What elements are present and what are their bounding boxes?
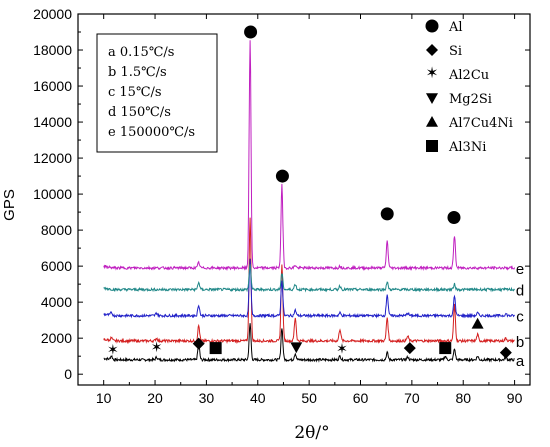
y-tick-label: 16000	[33, 78, 72, 94]
plot-border	[77, 13, 531, 386]
phase-marker-square	[439, 342, 452, 355]
series-line-a	[103, 323, 515, 363]
cooling-legend-entry-c: c 15℃/s	[108, 85, 162, 100]
phase-legend-label: Si	[449, 44, 462, 59]
plot-frame	[77, 13, 531, 386]
series-line-c	[103, 258, 515, 319]
phase-marker-square	[209, 342, 222, 355]
series-label-e: e	[516, 261, 524, 278]
phase-legend-label: Mg2Si	[449, 92, 492, 107]
series-line-b	[103, 217, 515, 345]
cooling-legend-box	[96, 33, 218, 153]
phase-legend-label: Al2Cu	[448, 68, 489, 83]
cooling-legend-entry-d: d 150℃/s	[108, 105, 171, 120]
cooling-legend-entry-a: a 0.15℃/s	[108, 45, 174, 60]
phase-markers: ✶ ✶ ✶	[107, 25, 512, 359]
phase-marker-circle	[244, 25, 258, 39]
phase-legend-triangle-down-icon	[426, 93, 438, 104]
y-tick-label: 6000	[41, 258, 72, 274]
y-axis-title: GPS	[1, 189, 18, 221]
phase-marker-diamond	[403, 342, 416, 355]
series-lines	[103, 40, 516, 363]
phase-marker-circle	[275, 169, 289, 183]
y-tick-label: 4000	[41, 294, 72, 310]
phase-legend-star-icon: ✶	[425, 64, 438, 82]
phase-legend-label: Al3Ni	[448, 140, 486, 155]
phase-marker-circle	[447, 211, 461, 225]
phase-marker-triangle-down	[290, 342, 303, 354]
phase-marker-diamond	[499, 346, 512, 359]
phase-legend-triangle-up-icon	[426, 116, 438, 127]
series-label-c: c	[516, 309, 524, 326]
series-label-b: b	[516, 334, 524, 351]
x-tick-label: 20	[147, 390, 163, 406]
x-axis-ticks: 10 20 30 40 50 60 70 80 90	[96, 14, 523, 406]
y-tick-label: 8000	[41, 222, 72, 238]
phase-marker-triangle-up	[471, 317, 484, 329]
x-tick-label: 90	[507, 390, 523, 406]
cooling-legend-entry-b: b 1.5℃/s	[108, 65, 167, 80]
y-tick-label: 18000	[33, 42, 72, 58]
x-tick-label: 30	[199, 390, 215, 406]
phase-marker-star: ✶	[336, 342, 348, 358]
phase-legend-circle-icon	[425, 19, 439, 33]
phase-marker-star: ✶	[151, 340, 163, 356]
x-tick-label: 70	[404, 390, 420, 406]
cooling-legend-entry-e: e 150000℃/s	[108, 125, 195, 140]
phase-marker-circle	[380, 207, 394, 221]
x-tick-label: 60	[353, 390, 369, 406]
y-tick-label: 0	[64, 366, 72, 382]
phase-legend: Al Si ✶ Al2Cu Mg2Si Al7Cu4Ni Al3Ni	[425, 19, 513, 155]
y-tick-label: 12000	[33, 150, 72, 166]
y-tick-label: 14000	[33, 114, 72, 130]
series-label-a: a	[516, 353, 525, 370]
x-axis-title: 2θ/°	[294, 423, 329, 443]
series-label-d: d	[516, 283, 524, 300]
phase-legend-diamond-icon	[426, 44, 438, 56]
y-tick-label: 2000	[41, 330, 72, 346]
x-tick-label: 10	[96, 390, 112, 406]
x-tick-label: 50	[301, 390, 317, 406]
phase-marker-star: ✶	[107, 343, 119, 359]
phase-legend-square-icon	[426, 140, 438, 152]
phase-legend-label: Al	[448, 20, 463, 35]
phase-marker-diamond	[192, 337, 205, 350]
series-line-d	[103, 264, 515, 293]
phase-legend-label: Al7Cu4Ni	[448, 116, 513, 131]
x-tick-label: 80	[455, 390, 471, 406]
x-tick-label: 40	[250, 390, 266, 406]
y-axis-ticks: 0 2000 4000 6000 8000 10000 12000 14000 16000 180…	[33, 6, 530, 382]
y-tick-label: 20000	[33, 6, 72, 22]
y-tick-label: 10000	[33, 186, 72, 202]
series-line-e	[103, 40, 516, 272]
cooling-legend: a 0.15℃/s b 1.5℃/s c 15℃/s d 150℃/s e 150000…	[96, 33, 218, 153]
